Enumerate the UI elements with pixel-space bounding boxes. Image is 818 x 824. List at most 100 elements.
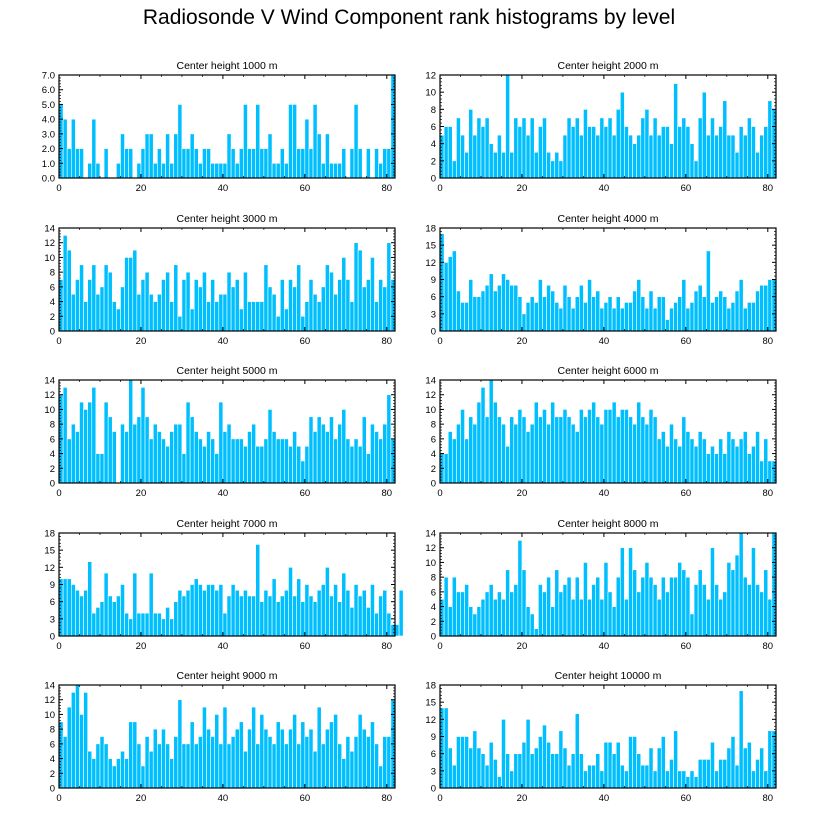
panel-10-bar (640, 764, 646, 789)
panel-3-bar (91, 264, 97, 332)
panel-6-bar (767, 460, 773, 484)
panel-10-y-tick-label: 12 (425, 715, 436, 726)
panel-4-bar (546, 284, 551, 332)
panel-5-title: Center height 5000 m (177, 365, 278, 377)
panel-9-bar (341, 758, 347, 789)
panel-9-bar (62, 736, 68, 789)
panel-7-bar (316, 589, 322, 637)
panel-4-title: Center height 4000 m (558, 213, 659, 225)
panel-10-bar (726, 747, 732, 789)
panel-2-bar (615, 109, 621, 179)
panel-9-bar (238, 721, 244, 789)
panel-4-bar (644, 307, 650, 332)
panel-6-bar (673, 438, 678, 484)
panel-4-bar (656, 296, 662, 332)
panel-1-bar (214, 162, 220, 179)
panel-9-bar (152, 728, 158, 789)
panel-3-bar (214, 301, 220, 332)
panel-3-bar (255, 301, 261, 332)
panel-4-bar (734, 290, 740, 332)
panel-3-bar (337, 279, 343, 332)
panel-6-bar (443, 453, 449, 484)
panel-3-bar (308, 279, 314, 332)
histogram-panel-1: Center height 1000 m 0.0 1.0 2.0 3.0 4.0 5.0 6.… (42, 60, 396, 194)
panel-1-y-tick-label: 0.0 (42, 174, 55, 185)
panel-3-bar (181, 279, 187, 332)
panel-1-bar (177, 104, 183, 179)
panel-10-bar (615, 741, 621, 789)
panel-3-y-tick-label: 0 (50, 327, 55, 338)
panel-2-bar (665, 126, 670, 179)
panel-6-bar (648, 409, 654, 484)
panel-7-bar (366, 607, 371, 637)
panel-3-bar (132, 249, 138, 332)
panel-8-bar (685, 576, 691, 637)
panel-10-bar (697, 759, 703, 789)
panel-9-bar (169, 758, 175, 789)
panel-1-bar (357, 148, 363, 179)
panel-10-bar (636, 753, 642, 789)
panel-7-bar (157, 612, 162, 637)
panel-4-bar (730, 302, 736, 332)
panel-4-y-tick-label: 0 (431, 327, 436, 338)
panel-8-bar (673, 576, 678, 637)
panel-3-bar (325, 264, 330, 332)
panel-3-bar (144, 271, 150, 332)
panel-10-bar (710, 741, 715, 789)
panel-10-bar (480, 753, 486, 789)
panel-4-y-tick-label: 9 (431, 275, 436, 286)
panel-8-bar (501, 598, 506, 637)
panel-8-title: Center height 8000 m (558, 518, 659, 530)
panel-1-x-tick-label: 40 (218, 183, 229, 194)
panel-7-bar (202, 589, 207, 637)
panel-5-bar (320, 423, 326, 484)
panel-10-bar (570, 753, 576, 789)
panel-9-bar (345, 736, 351, 789)
panel-10-bar (533, 747, 539, 789)
panel-6-bar (591, 401, 597, 484)
panel-6-y-tick-label: 0 (431, 479, 436, 490)
panel-5-bar (316, 416, 322, 484)
panel-8-bar (669, 576, 674, 637)
panel-10-bar (755, 759, 760, 789)
panel-7-bar (144, 612, 150, 637)
panel-5-bar (111, 431, 117, 484)
panel-10-bar (656, 747, 662, 789)
panel-3-bar (198, 286, 203, 332)
panel-8-bar (677, 562, 683, 637)
panel-1-bar (320, 162, 326, 179)
panel-7-bar (390, 624, 396, 637)
panel-8-bar (755, 584, 760, 637)
panel-1-bar (312, 104, 318, 179)
panel-6-bar (513, 423, 519, 484)
panel-8-bar (488, 584, 494, 637)
panel-8-frame (439, 532, 777, 637)
panel-2-bar (628, 134, 633, 179)
panel-3-bar (95, 293, 101, 332)
panel-2-bar (755, 151, 760, 179)
panel-1-bar (181, 148, 187, 179)
panel-10-bar (521, 741, 527, 789)
panel-2-bar (669, 143, 674, 179)
panel-9-bar (271, 743, 277, 789)
panel-6-y-tick-label: 10 (425, 405, 436, 416)
panel-9-y-tick-label: 6 (50, 739, 55, 750)
panel-1-bar (267, 133, 273, 179)
panel-1-bar (124, 148, 129, 179)
panel-8-bar (550, 606, 556, 637)
panel-3-bar (185, 271, 191, 332)
panel-10-x-tick-label: 80 (763, 793, 774, 804)
panel-7-bar (173, 601, 179, 637)
panel-7-bar (193, 578, 199, 637)
panel-8-bar (644, 562, 650, 637)
panel-5-bar (124, 431, 129, 484)
panel-7-bar (238, 595, 244, 637)
panel-10-bar (505, 753, 510, 789)
panel-8-y-tick-label: 10 (425, 558, 436, 569)
panel-7-bar (320, 584, 326, 637)
panel-3-bar (370, 257, 375, 332)
panel-9-bar (185, 743, 191, 789)
panel-4-bar (693, 290, 699, 332)
panel-2-y-tick-label: 2 (431, 156, 436, 167)
